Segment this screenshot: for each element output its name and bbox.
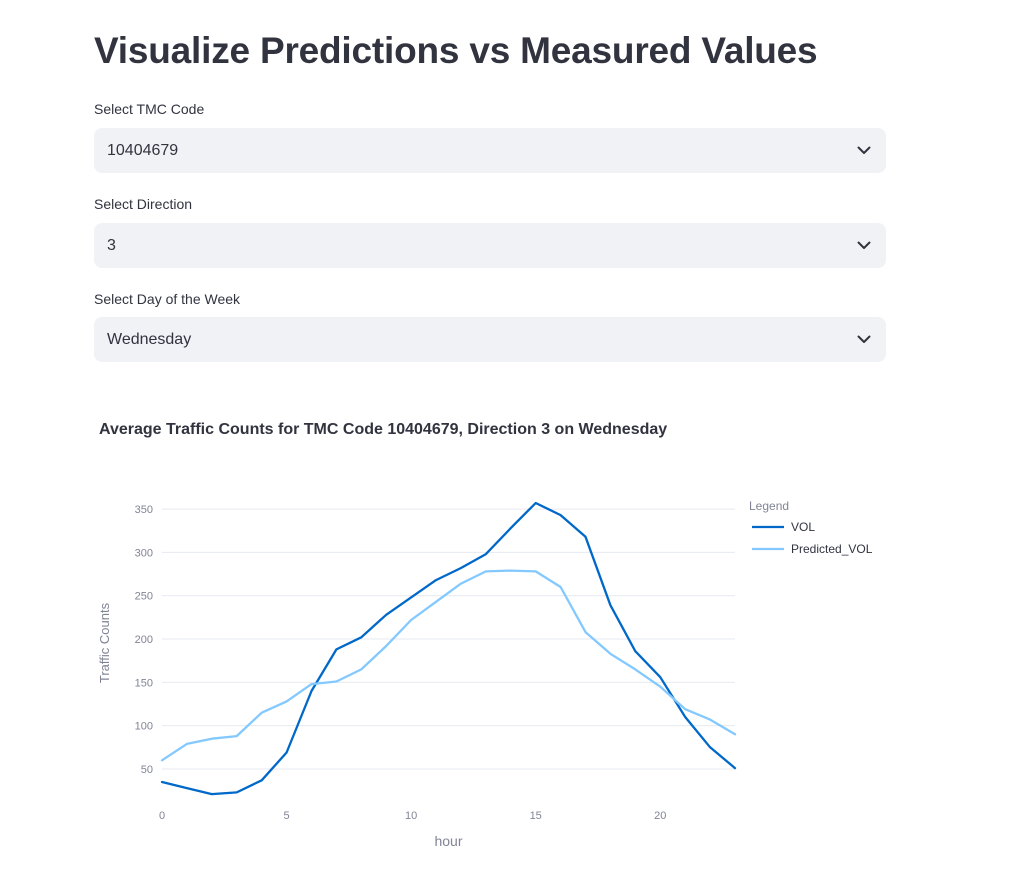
legend-label: VOL — [791, 520, 815, 534]
y-tick-label: 100 — [135, 721, 153, 733]
x-tick-label: 15 — [530, 810, 542, 822]
page-title: Visualize Predictions vs Measured Values — [94, 30, 818, 71]
chevron-down-icon — [856, 238, 872, 254]
chart-title: Average Traffic Counts for TMC Code 1040… — [99, 421, 668, 438]
x-tick-label: 20 — [654, 810, 666, 822]
y-axis-title: Traffic Counts — [97, 602, 112, 683]
chevron-down-icon — [856, 332, 872, 348]
chevron-down-icon — [856, 143, 872, 159]
series-line-predicted-vol — [160, 569, 737, 762]
direction-label: Select Direction — [94, 196, 193, 212]
legend-label: Predicted_VOL — [791, 542, 873, 556]
x-tick-label: 0 — [159, 810, 165, 822]
x-tick-label: 10 — [405, 810, 417, 822]
tmc-code-select[interactable]: 10404679 — [94, 128, 886, 173]
series-line-vol — [160, 501, 737, 796]
y-tick-label: 300 — [135, 547, 153, 559]
day-of-week-value: Wednesday — [107, 330, 192, 348]
x-axis-title: hour — [434, 833, 462, 849]
day-of-week-select[interactable]: Wednesday — [94, 317, 886, 362]
day-of-week-label: Select Day of the Week — [94, 291, 241, 307]
y-tick-label: 50 — [141, 764, 153, 776]
legend-title: Legend — [749, 499, 789, 513]
tmc-code-label: Select TMC Code — [94, 101, 205, 117]
y-tick-label: 250 — [135, 591, 153, 603]
y-tick-label: 200 — [135, 634, 153, 646]
x-tick-label: 5 — [284, 810, 290, 822]
tmc-code-value: 10404679 — [107, 141, 179, 159]
direction-select[interactable]: 3 — [94, 223, 886, 268]
y-tick-label: 150 — [135, 677, 153, 689]
y-tick-label: 350 — [135, 504, 153, 516]
direction-value: 3 — [107, 236, 116, 254]
